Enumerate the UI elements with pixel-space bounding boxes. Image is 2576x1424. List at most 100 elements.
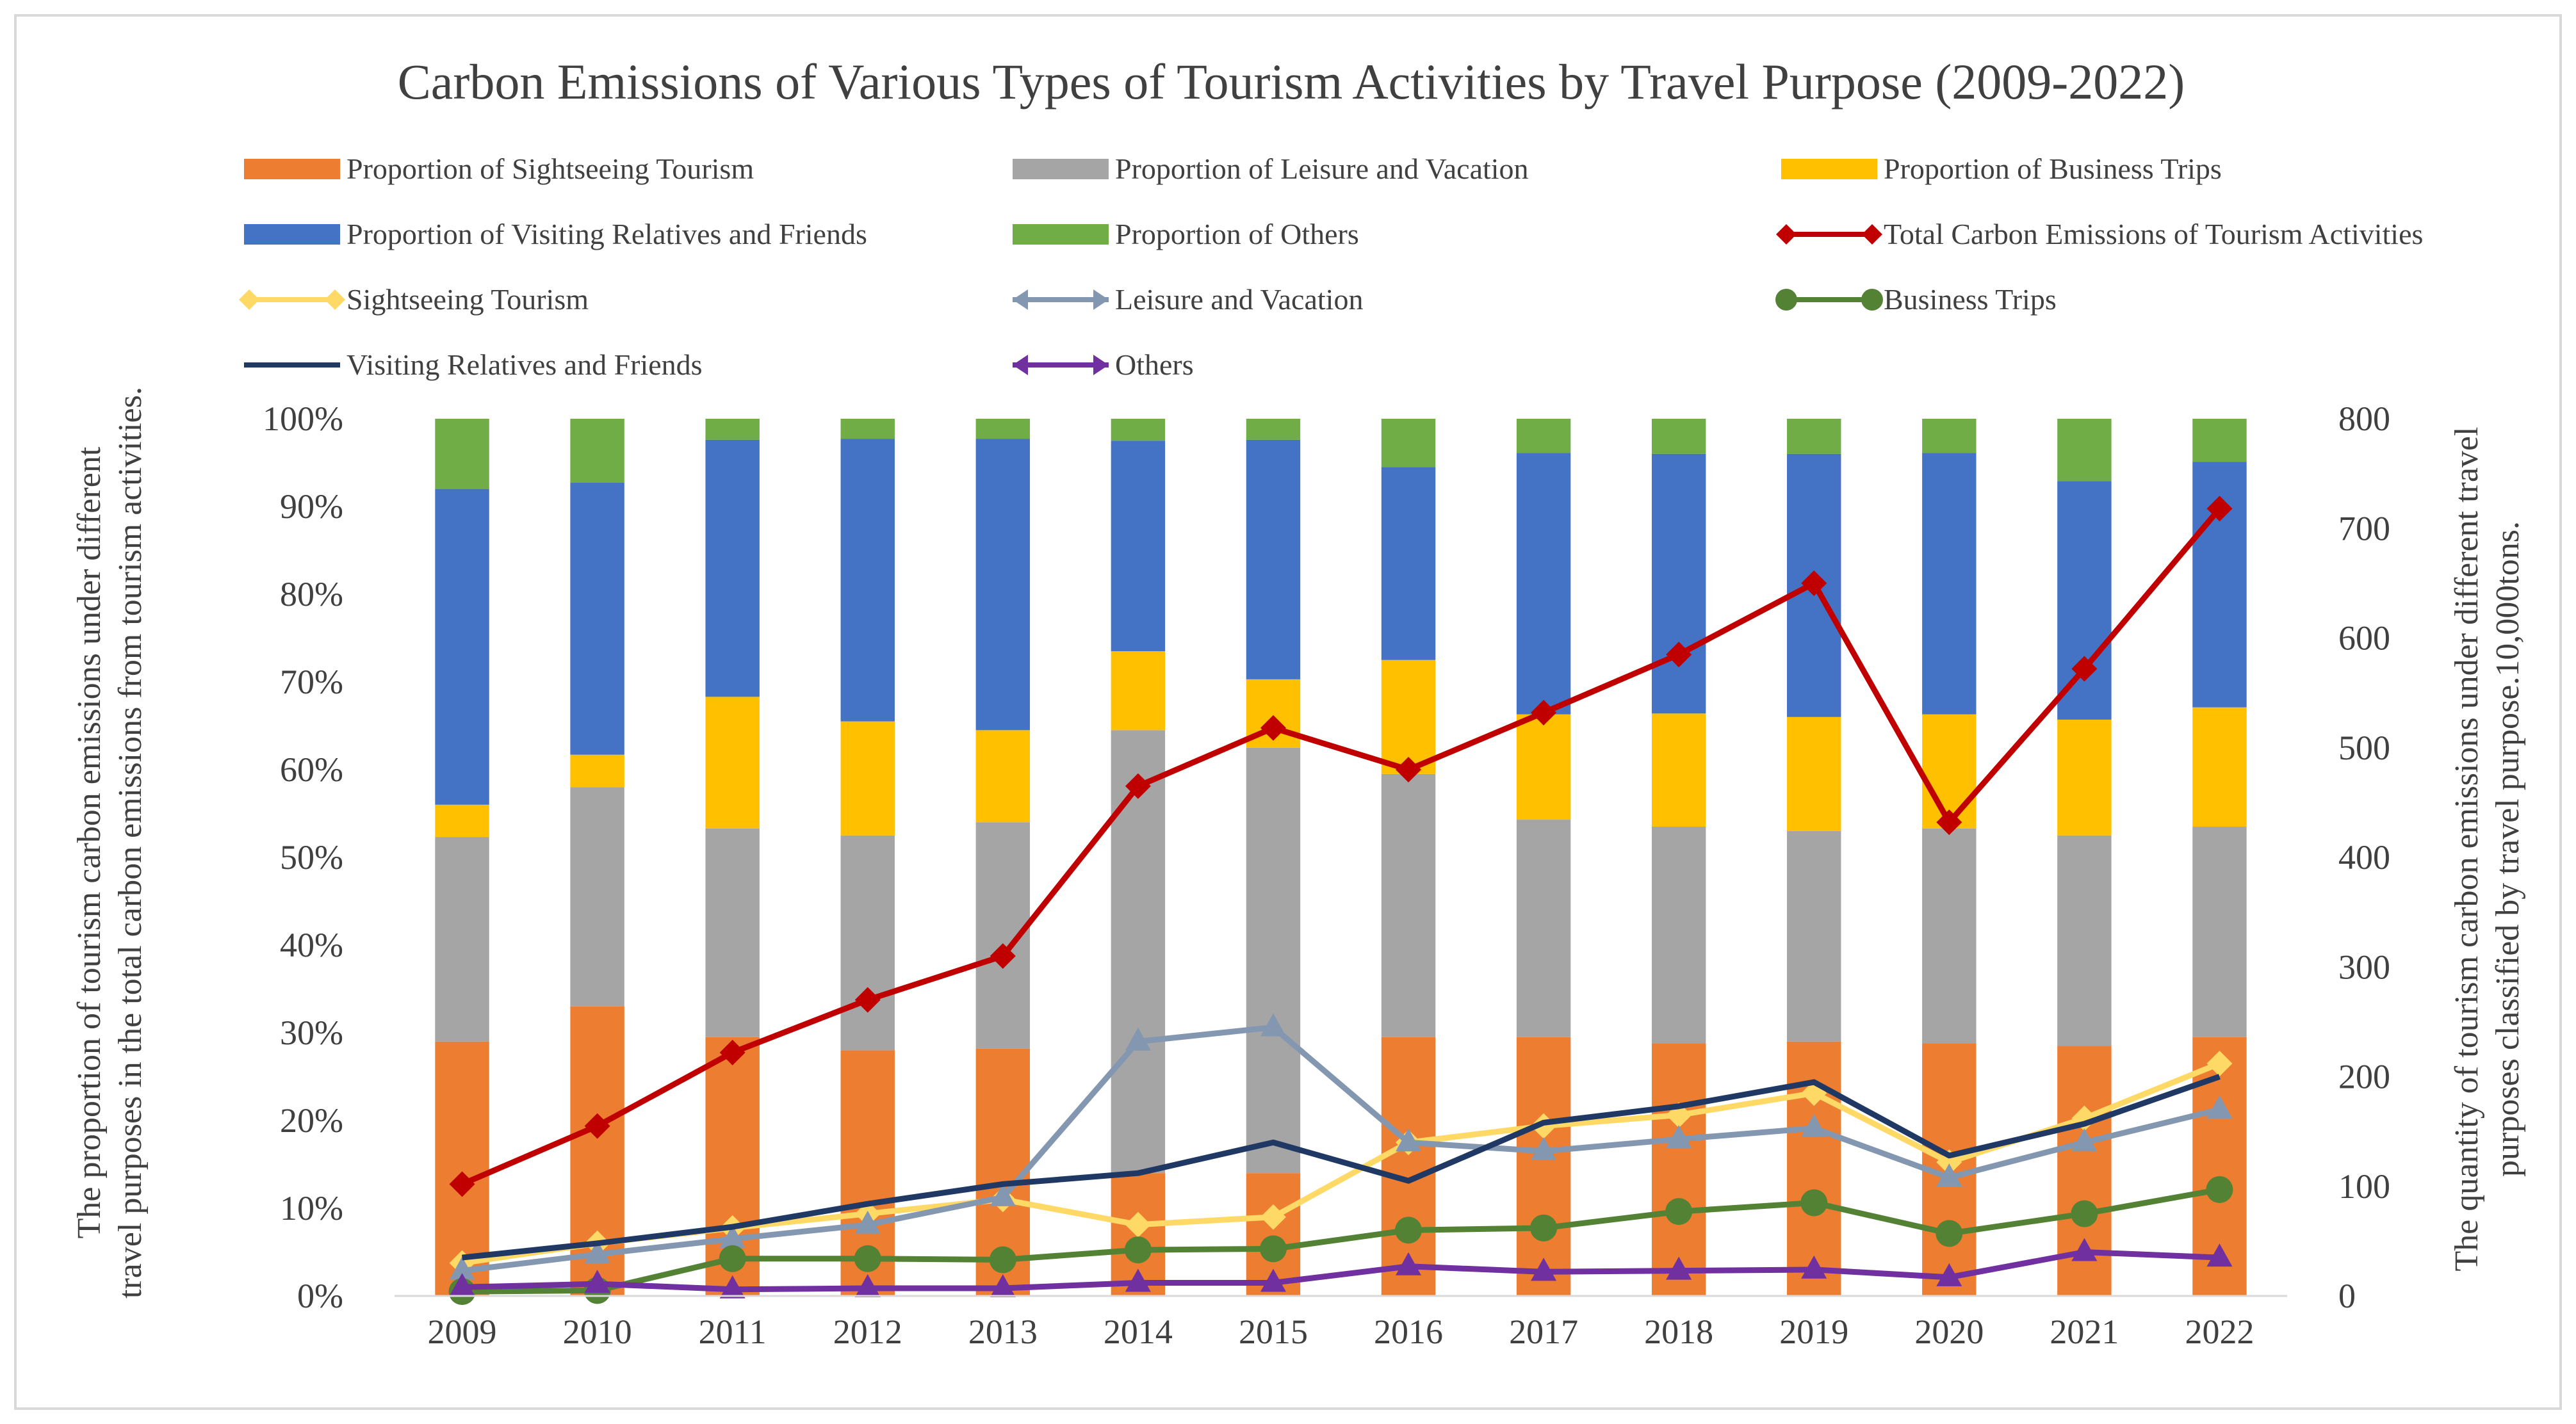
bar-proportion-of-business-trips-2017 — [1516, 714, 1571, 820]
legend-item-proportion-of-leisure-and-vacation: Proportion of Leisure and Vacation — [1013, 152, 1529, 185]
right-tick-label: 400 — [2338, 838, 2390, 877]
point-2019 — [1801, 570, 1827, 596]
bar-proportion-of-others-2019 — [1787, 419, 1841, 454]
x-tick-label: 2010 — [563, 1313, 632, 1351]
point-2022 — [2206, 496, 2233, 522]
legend-label: Business Trips — [1884, 283, 2057, 316]
bar-proportion-of-others-2016 — [1381, 419, 1436, 467]
bar-proportion-of-leisure-and-vacation-2015 — [1246, 747, 1301, 1174]
point-2018 — [1666, 642, 1692, 668]
x-tick-label: 2019 — [1779, 1313, 1848, 1351]
bar-proportion-of-others-2009 — [435, 419, 489, 489]
point-2010 — [584, 1270, 610, 1293]
legend-label: Proportion of Business Trips — [1884, 152, 2222, 185]
bar-proportion-of-visiting-relatives-and-friends-2015 — [1246, 439, 1301, 679]
point-2013 — [990, 943, 1016, 969]
legend-item-sightseeing-tourism: Sightseeing Tourism — [239, 283, 589, 316]
legend-swatch — [244, 159, 340, 179]
series-line — [462, 1074, 2221, 1261]
point-2017 — [1531, 1258, 1557, 1281]
plot-area — [435, 419, 2247, 1306]
bar-proportion-of-leisure-and-vacation-2022 — [2192, 827, 2247, 1037]
point-2018 — [1666, 1125, 1692, 1149]
legend-marker-arrow — [1013, 355, 1028, 375]
point-2014 — [1125, 1211, 1151, 1238]
point-2016 — [1396, 757, 1422, 782]
legend-marker-arrow — [1013, 289, 1028, 310]
bar-proportion-of-visiting-relatives-and-friends-2018 — [1651, 453, 1706, 714]
point-2011 — [719, 1224, 746, 1248]
bar-proportion-of-leisure-and-vacation-2010 — [570, 787, 624, 1007]
x-tick-label: 2011 — [699, 1313, 767, 1351]
legend-swatch — [1013, 159, 1109, 179]
left-tick-label: 70% — [280, 663, 343, 701]
x-tick-label: 2015 — [1239, 1313, 1308, 1351]
bar-proportion-of-sightseeing-tourism-2017 — [1516, 1037, 1571, 1296]
legend-marker-diamond — [239, 289, 259, 310]
bar-proportion-of-visiting-relatives-and-friends-2014 — [1111, 441, 1166, 652]
left-tick-label: 60% — [280, 750, 343, 789]
right-tick-label: 300 — [2338, 948, 2390, 986]
legend-swatch — [1781, 159, 1877, 179]
x-tick-label: 2022 — [2185, 1313, 2254, 1351]
legend-marker-diamond — [1862, 224, 1882, 245]
bar-proportion-of-business-trips-2016 — [1381, 659, 1436, 774]
bar-proportion-of-leisure-and-vacation-2011 — [705, 828, 760, 1037]
point-2015 — [1260, 1013, 1286, 1037]
point-2022 — [2206, 1243, 2233, 1267]
point-2014 — [1125, 1027, 1151, 1051]
legend-item-proportion-of-visiting-relatives-and-friends: Proportion of Visiting Relatives and Fri… — [244, 218, 867, 250]
right-axis-title: The quantity of tourism carbon emissions… — [2449, 427, 2526, 1272]
legend-swatch — [1013, 224, 1109, 245]
right-tick-label: 500 — [2338, 729, 2390, 767]
bar-proportion-of-leisure-and-vacation-2016 — [1381, 773, 1436, 1037]
legend-label: Others — [1115, 348, 1194, 381]
bar-proportion-of-visiting-relatives-and-friends-2017 — [1516, 453, 1571, 715]
legend-item-business-trips: Business Trips — [1775, 283, 2057, 316]
bar-proportion-of-visiting-relatives-and-friends-2013 — [975, 439, 1031, 731]
bar-proportion-of-sightseeing-tourism-2018 — [1651, 1043, 1706, 1296]
point-2014 — [1125, 1268, 1151, 1292]
point-2012 — [854, 1210, 881, 1234]
point-2013 — [990, 1183, 1016, 1206]
point-2011 — [719, 1245, 746, 1272]
series-line — [462, 1186, 2221, 1295]
chart-svg: Carbon Emissions of Various Types of Tou… — [71, 54, 2526, 1351]
legend-label: Visiting Relatives and Friends — [346, 348, 703, 381]
point-2009 — [449, 1171, 475, 1197]
bar-proportion-of-others-2018 — [1651, 419, 1706, 454]
legend-marker-arrow — [1093, 289, 1109, 310]
bar-proportion-of-visiting-relatives-and-friends-2010 — [570, 483, 624, 755]
point-2014 — [1124, 1236, 1152, 1264]
bar-proportion-of-leisure-and-vacation-2018 — [1651, 827, 1706, 1044]
bar-proportion-of-others-2021 — [2057, 419, 2112, 481]
legend-label: Total Carbon Emissions of Tourism Activi… — [1884, 218, 2423, 250]
point-2021 — [2071, 1238, 2098, 1261]
left-tick-label: 10% — [280, 1189, 343, 1227]
bar-proportion-of-others-2014 — [1111, 419, 1166, 441]
bar-proportion-of-business-trips-2020 — [1922, 714, 1977, 829]
left-tick-label: 90% — [280, 487, 343, 526]
bar-proportion-of-leisure-and-vacation-2017 — [1516, 820, 1571, 1037]
legend-marker-arrow — [1093, 355, 1109, 375]
legend-item-others: Others — [1013, 348, 1194, 381]
right-tick-label: 100 — [2338, 1167, 2390, 1206]
series-total-carbon-emissions-of-tourism-activities — [449, 496, 2233, 1197]
bar-proportion-of-leisure-and-vacation-2020 — [1922, 828, 1977, 1044]
point-2020 — [1936, 1263, 1962, 1286]
legend-swatch — [244, 224, 340, 245]
left-tick-label: 20% — [280, 1101, 343, 1140]
point-2013 — [990, 1274, 1016, 1298]
series-visiting-relatives-and-friends — [462, 1074, 2221, 1261]
right-tick-label: 0 — [2338, 1277, 2356, 1315]
point-2010 — [584, 1240, 610, 1263]
series-line — [461, 1024, 2221, 1274]
bar-proportion-of-business-trips-2021 — [2057, 719, 2112, 836]
point-2015 — [1260, 715, 1286, 741]
x-tick-label: 2018 — [1644, 1313, 1713, 1351]
bar-proportion-of-leisure-and-vacation-2021 — [2057, 835, 2112, 1046]
x-tick-label: 2021 — [2050, 1313, 2119, 1351]
bar-proportion-of-business-trips-2019 — [1787, 716, 1841, 831]
legend: Proportion of Sightseeing Tourism Proport… — [239, 152, 2423, 381]
line-series — [448, 496, 2233, 1306]
